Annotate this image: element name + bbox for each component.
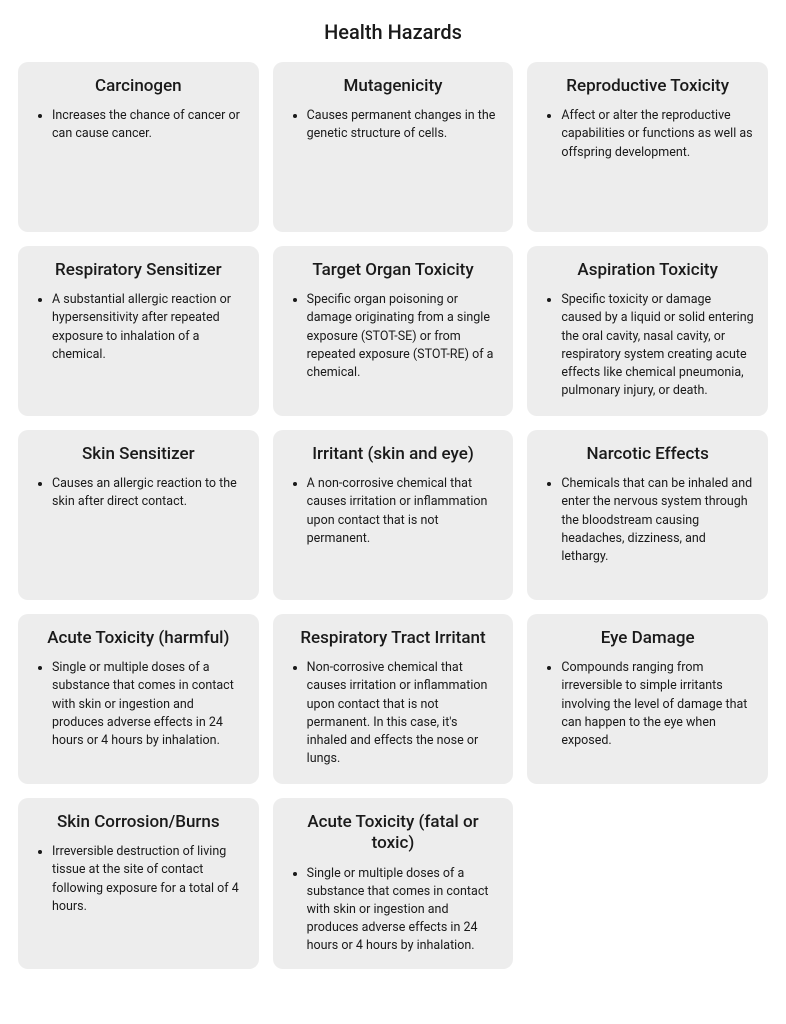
card-title: Carcinogen [32,76,245,97]
hazard-card: Irritant (skin and eye) A non-corrosive … [273,430,514,600]
hazard-card: Acute Toxicity (harmful) Single or multi… [18,614,259,784]
card-title: Narcotic Effects [541,444,754,465]
card-bullet: Affect or alter the reproductive capabil… [561,107,754,161]
card-title: Respiratory Tract Irritant [287,628,500,649]
hazard-card: Mutagenicity Causes permanent changes in… [273,62,514,232]
page-title: Health Hazards [18,20,768,44]
hazard-card: Skin Sensitizer Causes an allergic react… [18,430,259,600]
hazard-card: Reproductive Toxicity Affect or alter th… [527,62,768,232]
card-bullet: Specific organ poisoning or damage origi… [307,291,500,382]
card-bullet: Causes an allergic reaction to the skin … [52,475,245,511]
hazard-card: Target Organ Toxicity Specific organ poi… [273,246,514,416]
card-title: Respiratory Sensitizer [32,260,245,281]
card-bullet: A substantial allergic reaction or hyper… [52,291,245,364]
hazard-card: Carcinogen Increases the chance of cance… [18,62,259,232]
card-title: Reproductive Toxicity [541,76,754,97]
hazard-card: Eye Damage Compounds ranging from irreve… [527,614,768,784]
card-title: Target Organ Toxicity [287,260,500,281]
card-title: Acute Toxicity (harmful) [32,628,245,649]
card-bullet: Chemicals that can be inhaled and enter … [561,475,754,566]
card-bullet: Compounds ranging from irreversible to s… [561,659,754,750]
hazard-card: Acute Toxicity (fatal or toxic) Single o… [273,798,514,969]
hazard-card: Skin Corrosion/Burns Irreversible destru… [18,798,259,969]
card-title: Skin Sensitizer [32,444,245,465]
hazard-card: Respiratory Sensitizer A substantial all… [18,246,259,416]
hazards-grid: Carcinogen Increases the chance of cance… [18,62,768,969]
card-title: Mutagenicity [287,76,500,97]
card-title: Irritant (skin and eye) [287,444,500,465]
card-title: Skin Corrosion/Burns [32,812,245,833]
card-bullet: Irreversible destruction of living tissu… [52,843,245,916]
card-title: Eye Damage [541,628,754,649]
card-title: Acute Toxicity (fatal or toxic) [287,812,500,855]
card-bullet: Increases the chance of cancer or can ca… [52,107,245,143]
card-bullet: Specific toxicity or damage caused by a … [561,291,754,400]
hazard-card: Aspiration Toxicity Specific toxicity or… [527,246,768,416]
card-bullet: Non-corrosive chemical that causes irrit… [307,659,500,768]
card-bullet: Single or multiple doses of a substance … [52,659,245,750]
card-title: Aspiration Toxicity [541,260,754,281]
card-bullet: Causes permanent changes in the genetic … [307,107,500,143]
hazard-card: Respiratory Tract Irritant Non-corrosive… [273,614,514,784]
hazard-card: Narcotic Effects Chemicals that can be i… [527,430,768,600]
card-bullet: A non-corrosive chemical that causes irr… [307,475,500,548]
card-bullet: Single or multiple doses of a substance … [307,865,500,956]
